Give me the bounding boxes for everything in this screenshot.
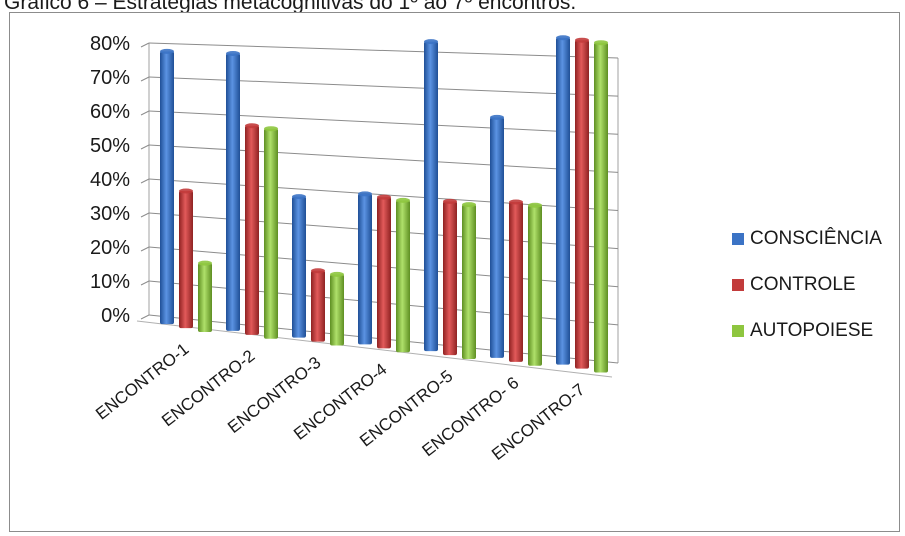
- gridline: [148, 42, 619, 59]
- y-tick-label: 10%: [90, 271, 130, 293]
- bar: [264, 128, 278, 339]
- legend-swatch: [732, 279, 744, 291]
- bar: [594, 42, 608, 373]
- chart-frame: 0% 10% 20% 30% 40% 50% 60% 70% 80% ENCONTRO-1 ENC…: [9, 12, 900, 532]
- bar: [358, 193, 372, 345]
- bar: [160, 51, 174, 325]
- legend: CONSCIÊNCIA CONTROLE AUTOPOIESE: [732, 227, 882, 365]
- bar: [245, 125, 259, 335]
- bar: [311, 270, 325, 342]
- y-tick-label: 80%: [90, 33, 130, 55]
- bar: [179, 191, 193, 329]
- y-axis-ticks: 0% 10% 20% 30% 40% 50% 60% 70% 80%: [90, 33, 130, 327]
- legend-item-controle: CONTROLE: [732, 273, 882, 297]
- gridline: [148, 110, 619, 135]
- gridline: [148, 144, 619, 173]
- bar: [292, 196, 306, 338]
- y-tick-label: 60%: [90, 101, 130, 123]
- legend-item-consciencia: CONSCIÊNCIA: [732, 227, 882, 251]
- bar-chart-3d: 0%10%20%30%40%50%60%70%80% ENCONTRO-1ENC…: [90, 33, 619, 464]
- bar: [377, 197, 391, 349]
- bar: [509, 202, 523, 362]
- bar: [528, 205, 542, 366]
- bar: [226, 53, 240, 331]
- legend-label: CONTROLE: [750, 274, 856, 295]
- bar: [490, 117, 504, 358]
- y-tick-label: 30%: [90, 203, 130, 225]
- bar: [198, 263, 212, 333]
- legend-label: CONSCIÊNCIA: [750, 228, 882, 249]
- bar: [443, 201, 457, 356]
- legend-item-autopoiese: AUTOPOIESE: [732, 319, 882, 343]
- y-tick-label: 20%: [90, 237, 130, 259]
- y-tick-label: 40%: [90, 169, 130, 191]
- y-tick-label: 50%: [90, 135, 130, 157]
- legend-swatch: [732, 233, 744, 245]
- gridline: [148, 76, 619, 97]
- y-tick-label: 0%: [101, 305, 130, 327]
- bar: [556, 37, 570, 365]
- bar: [575, 40, 589, 369]
- chart-caption: Gráfico 6 – Estratégias metacognitivas d…: [4, 0, 577, 14]
- y-tick-label: 70%: [90, 67, 130, 89]
- bars-layer: [160, 35, 608, 373]
- bar: [330, 274, 344, 346]
- legend-label: AUTOPOIESE: [750, 320, 874, 341]
- bar: [424, 41, 438, 352]
- bar: [396, 200, 410, 353]
- legend-swatch: [732, 325, 744, 337]
- bar: [462, 204, 476, 360]
